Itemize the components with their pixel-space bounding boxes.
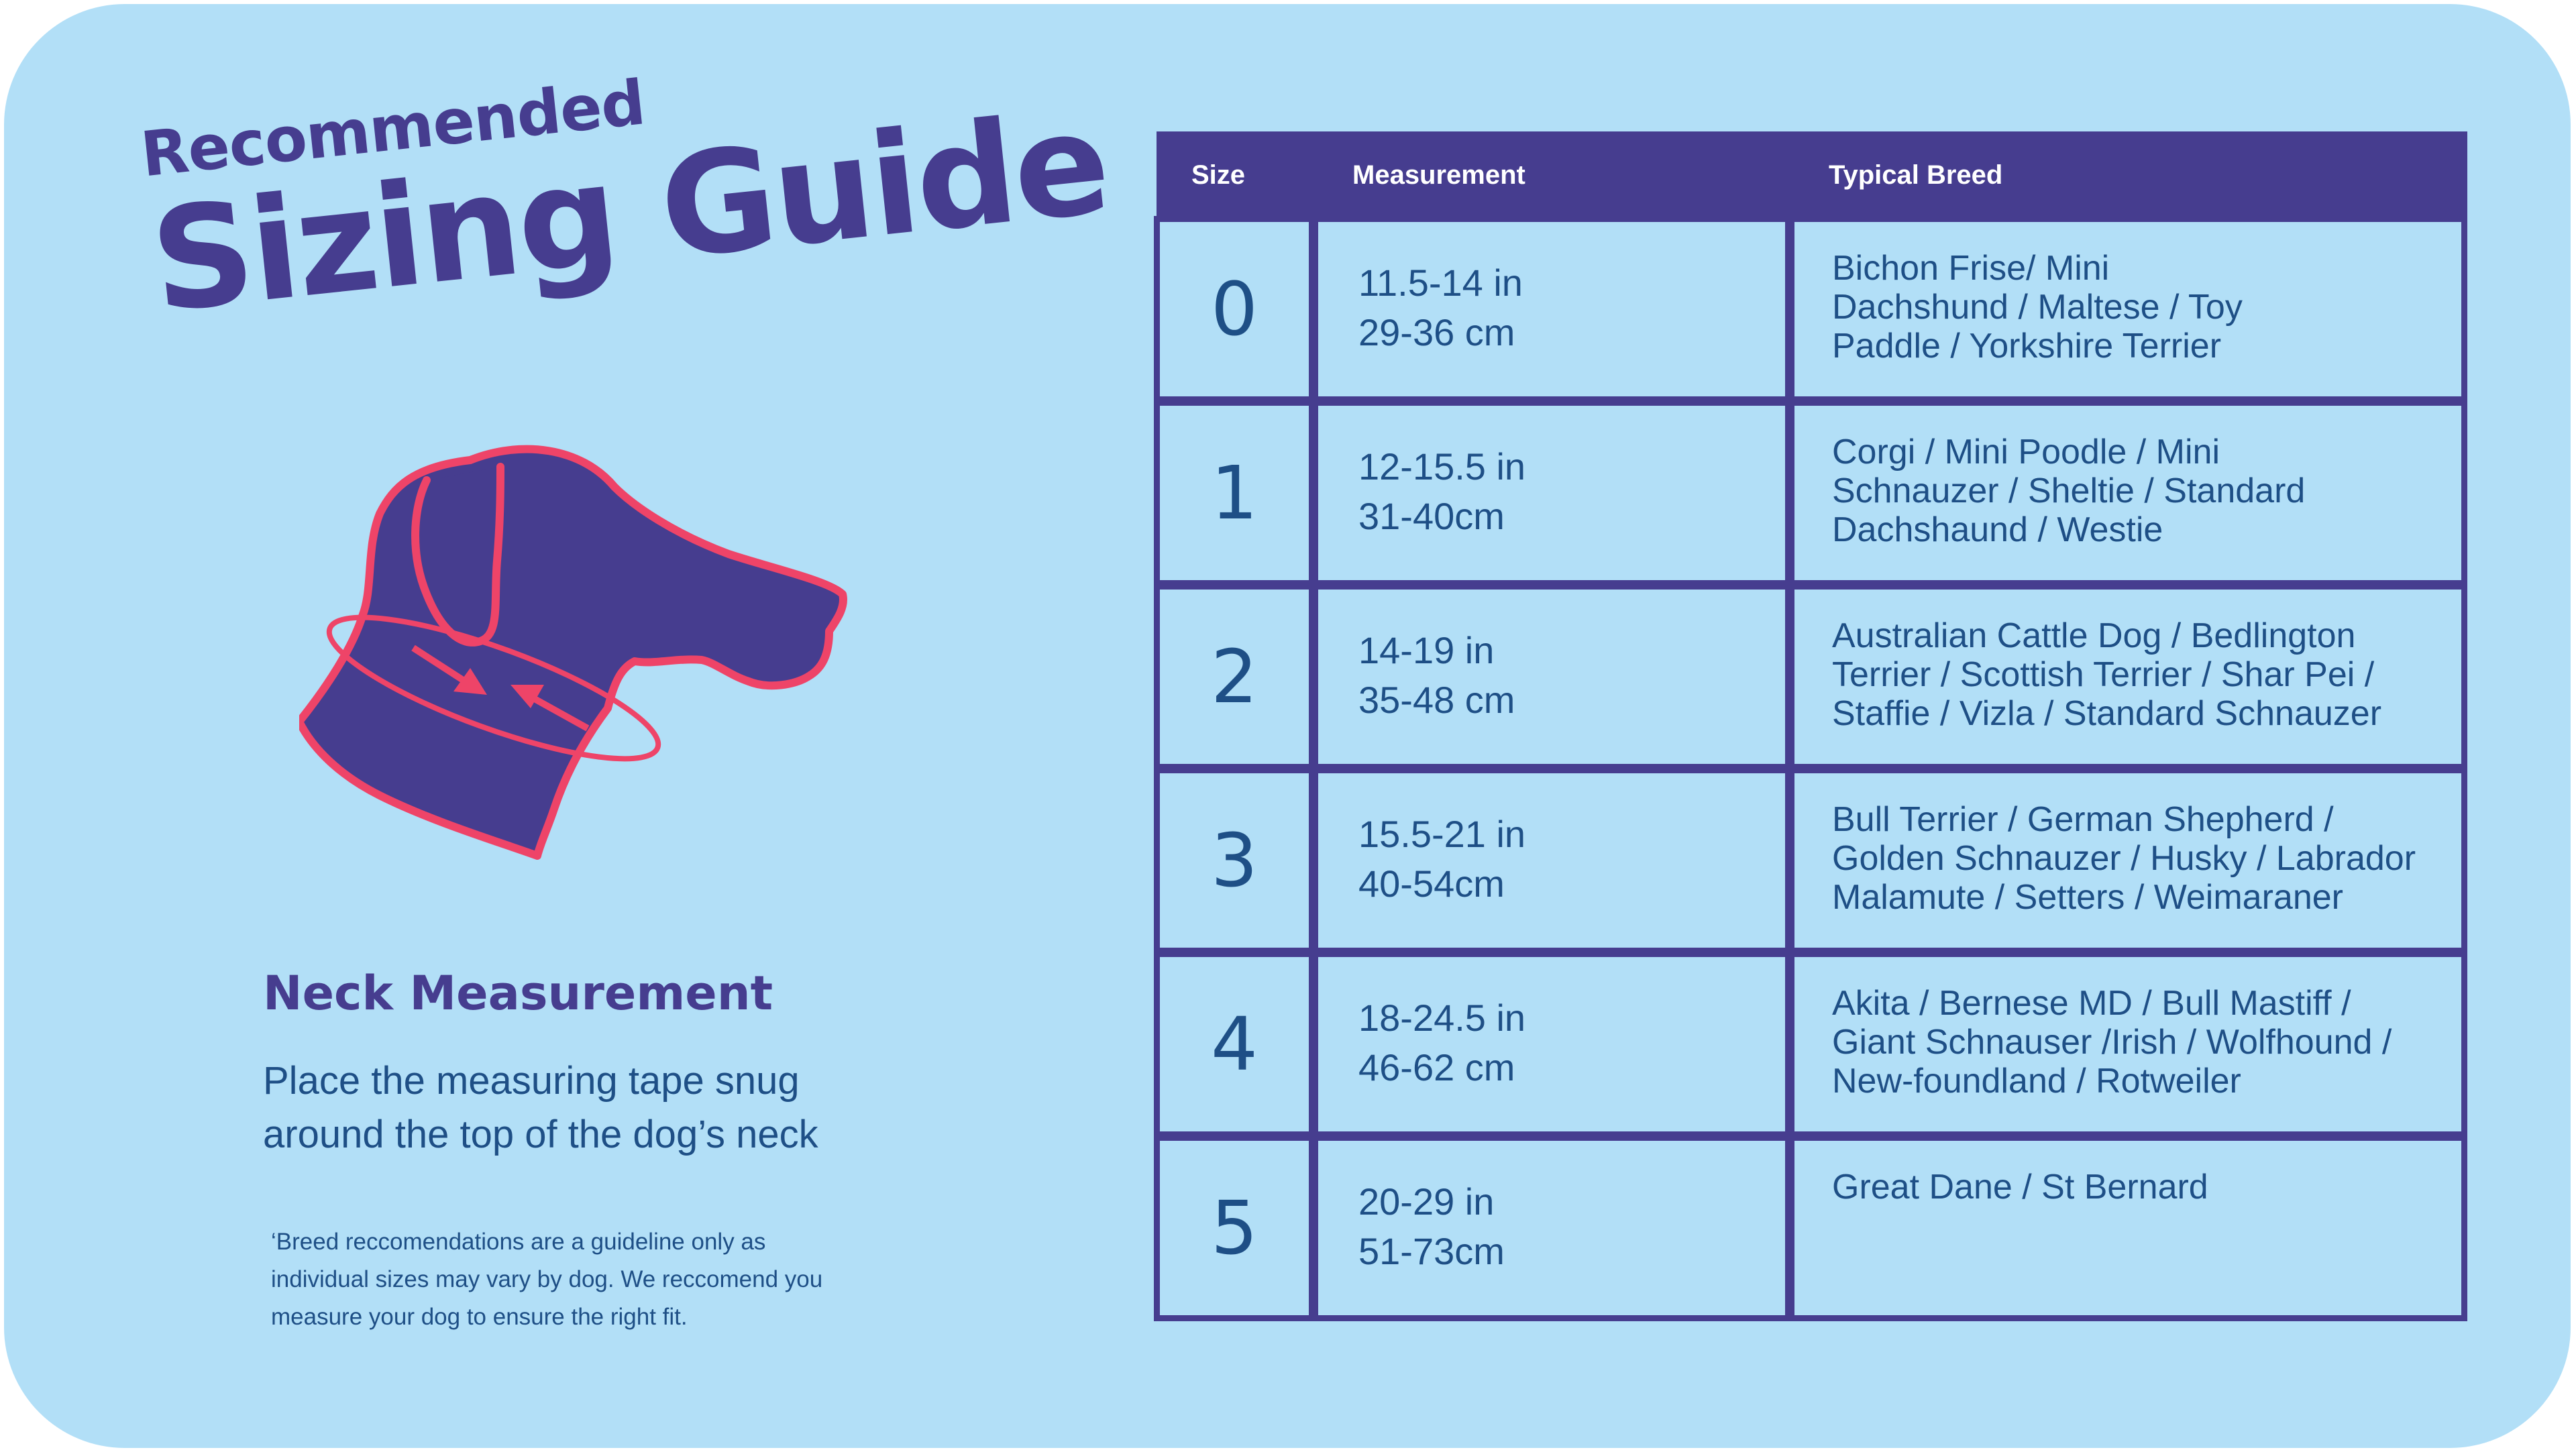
size-cell: 5	[1154, 1135, 1315, 1321]
measurement-cm: 35-48 cm	[1358, 679, 1515, 721]
measurement-cell: 11.5-14 in 29-36 cm	[1312, 216, 1791, 402]
breed-cell: Great Dane / St Bernard	[1788, 1135, 2467, 1321]
breed-cell: Bull Terrier / German Shepherd / Golden …	[1788, 767, 2467, 954]
breed-line: Great Dane / St Bernard	[1832, 1168, 2208, 1207]
breed-line: Bichon Frise/ Mini	[1832, 249, 2110, 288]
measurement-inches: 14-19 in	[1358, 629, 1495, 671]
breed-disclaimer: ‘Breed reccomendations are a guideline o…	[271, 1223, 915, 1336]
disclaimer-line-3: measure your dog to ensure the right fit…	[271, 1304, 688, 1330]
size-cell: 1	[1154, 400, 1315, 586]
header-measurement: Measurement	[1352, 160, 1525, 190]
disclaimer-line-1: ‘Breed reccomendations are a guideline o…	[271, 1229, 766, 1255]
size-cell: 4	[1154, 951, 1315, 1137]
measurement-cm: 51-73cm	[1358, 1230, 1505, 1272]
measurement-cm: 40-54cm	[1358, 862, 1505, 905]
size-cell: 3	[1154, 767, 1315, 954]
breed-cell: Bichon Frise/ Mini Dachshund / Maltese /…	[1788, 216, 2467, 402]
measurement-cell: 15.5-21 in 40-54cm	[1312, 767, 1791, 954]
size-cell: 0	[1154, 216, 1315, 402]
breed-cell: Akita / Bernese MD / Bull Mastiff / Gian…	[1788, 951, 2467, 1137]
measurement-cm: 46-62 cm	[1358, 1046, 1515, 1088]
size-cell: 2	[1154, 583, 1315, 770]
table-header: Size Measurement Typical Breed	[1157, 131, 2467, 219]
breed-cell: Australian Cattle Dog / Bedlington Terri…	[1788, 583, 2467, 770]
neck-measurement-instructions: Place the measuring tape snug around the…	[263, 1054, 934, 1162]
measurement-cell: 20-29 in 51-73cm	[1312, 1135, 1791, 1321]
neck-measurement-heading: Neck Measurement	[263, 966, 773, 1021]
neck-instructions-line-1: Place the measuring tape snug	[263, 1059, 800, 1103]
dog-head-with-measuring-tape-icon	[299, 445, 847, 860]
sizing-guide-card: Recommended Sizing Guide Neck Measuremen…	[4, 4, 2571, 1448]
header-typical-breed: Typical Breed	[1829, 160, 2003, 190]
sizing-table: Size Measurement Typical Breed 0 11.5-14…	[1154, 131, 2467, 1321]
breed-line: Bull Terrier / German Shepherd /	[1832, 800, 2334, 839]
measurement-inches: 20-29 in	[1358, 1180, 1495, 1223]
breed-line: Dachshaund / Westie	[1832, 510, 2163, 549]
breed-line: Dachshund / Maltese / Toy	[1832, 288, 2243, 327]
measurement-inches: 12-15.5 in	[1358, 445, 1526, 488]
header-size: Size	[1191, 160, 1246, 190]
breed-line: Schnauzer / Sheltie / Standard	[1832, 471, 2306, 510]
measurement-cell: 18-24.5 in 46-62 cm	[1312, 951, 1791, 1137]
breed-line: Golden Schnauzer / Husky / Labrador	[1832, 839, 2416, 878]
measurement-cell: 14-19 in 35-48 cm	[1312, 583, 1791, 770]
measurement-inches: 15.5-21 in	[1358, 813, 1526, 855]
table-body: 0 11.5-14 in 29-36 cm Bichon Frise/ Mini…	[1154, 216, 2467, 1321]
breed-line: Akita / Bernese MD / Bull Mastiff /	[1832, 984, 2351, 1023]
breed-line: New-foundland / Rotweiler	[1832, 1062, 2241, 1101]
breed-line: Giant Schnauser /Irish / Wolfhound /	[1832, 1023, 2392, 1062]
disclaimer-line-2: individual sizes may vary by dog. We rec…	[271, 1266, 823, 1292]
breed-line: Paddle / Yorkshire Terrier	[1832, 327, 2222, 366]
measurement-cell: 12-15.5 in 31-40cm	[1312, 400, 1791, 586]
neck-instructions-line-2: around the top of the dog’s neck	[263, 1113, 818, 1156]
breed-line: Corgi / Mini Poodle / Mini	[1832, 433, 2220, 471]
measurement-inches: 11.5-14 in	[1358, 262, 1523, 304]
breed-line: Malamute / Setters / Weimaraner	[1832, 878, 2343, 917]
page-title: Recommended Sizing Guide	[138, 25, 1114, 344]
measurement-cm: 29-36 cm	[1358, 311, 1515, 353]
breed-cell: Corgi / Mini Poodle / Mini Schnauzer / S…	[1788, 400, 2467, 586]
measurement-inches: 18-24.5 in	[1358, 997, 1526, 1039]
breed-line: Australian Cattle Dog / Bedlington	[1832, 616, 2356, 655]
breed-line: Staffie / Vizla / Standard Schnauzer	[1832, 694, 2382, 733]
measurement-cm: 31-40cm	[1358, 495, 1505, 537]
breed-line: Terrier / Scottish Terrier / Shar Pei /	[1832, 655, 2375, 694]
